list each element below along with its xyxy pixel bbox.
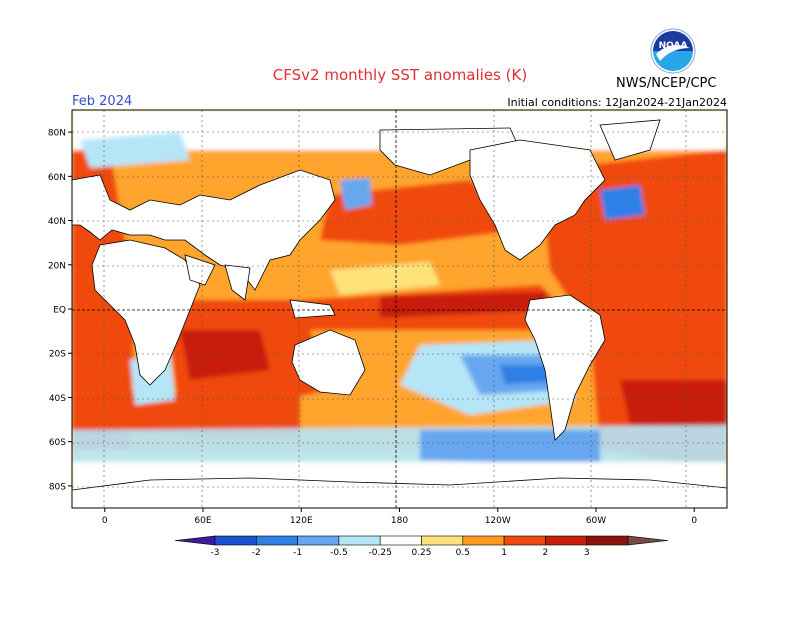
lat-tick-label: 20S	[49, 350, 66, 360]
colorbar-level-label: -2	[252, 548, 261, 558]
colorbar-swatch	[545, 535, 588, 546]
colorbar-swatch	[503, 535, 546, 546]
colorbar-level-label: -0.25	[369, 548, 392, 558]
svg-text:NOAA: NOAA	[659, 41, 688, 51]
colorbar-swatch	[421, 535, 464, 546]
colorbar-level-label: -1	[293, 548, 302, 558]
lat-tick-label: 40S	[49, 394, 66, 404]
land-africa	[91, 239, 201, 386]
colorbar-swatch	[586, 535, 629, 546]
agency-label: NWS/NCEP/CPC	[616, 76, 717, 91]
noaa-logo: NOAA	[650, 28, 696, 74]
lat-tick-label: 40N	[48, 217, 66, 227]
lat-tick-label: 60S	[49, 438, 66, 448]
colorbar-swatch	[255, 535, 298, 546]
lat-tick-label: EQ	[53, 306, 66, 316]
land-antarctica	[72, 477, 727, 508]
lat-tick-label: 80S	[49, 482, 66, 492]
gridlines	[72, 110, 727, 508]
colorbar-swatch	[379, 535, 422, 546]
colorbar-level-label: -3	[211, 548, 220, 558]
colorbar-level-label: 0.25	[411, 548, 431, 558]
colorbar-max-triangle	[627, 535, 669, 546]
colorbar-swatch	[214, 535, 257, 546]
lat-tick-label: 20N	[48, 261, 66, 271]
lat-tick-label: 80N	[48, 129, 66, 139]
colorbar-swatch	[297, 535, 340, 546]
longitude-axis: 0 60E 120E 180 120W 60W 0	[102, 508, 697, 526]
chart-title: CFSv2 monthly SST anomalies (K)	[272, 66, 528, 84]
lon-tick-label: 0	[691, 516, 697, 526]
lon-tick-label: 60W	[586, 516, 606, 526]
lon-tick-label: 180	[391, 516, 408, 526]
land-eurasia	[72, 169, 336, 291]
lon-tick-label: 120E	[290, 516, 313, 526]
colorbar-swatch	[338, 535, 381, 546]
land-australia	[291, 329, 366, 396]
latitude-axis: 80N 60N 40N 20N EQ 20S 40S 60S 80S	[48, 129, 72, 492]
colorbar-level-label: 1	[501, 548, 507, 558]
colorbar-level-label: 0.5	[456, 548, 470, 558]
colorbar-level-label: -0.5	[330, 548, 348, 558]
lon-tick-label: 0	[102, 516, 108, 526]
land-north-america	[469, 139, 606, 261]
reference-lines	[72, 110, 727, 508]
land-south-america	[524, 294, 606, 441]
valid-month-label: Feb 2024	[72, 94, 133, 109]
colorbar-level-label: 3	[584, 548, 590, 558]
lat-tick-label: 60N	[48, 173, 66, 183]
initial-conditions-label: Initial conditions: 12Jan2024-21Jan2024	[507, 96, 727, 109]
lon-tick-label: 120W	[485, 516, 511, 526]
lon-tick-label: 60E	[194, 516, 211, 526]
colorbar-min-triangle	[174, 535, 216, 546]
landmasses	[72, 119, 727, 508]
colorbar-swatch	[462, 535, 505, 546]
colorbar-level-label: 2	[543, 548, 549, 558]
